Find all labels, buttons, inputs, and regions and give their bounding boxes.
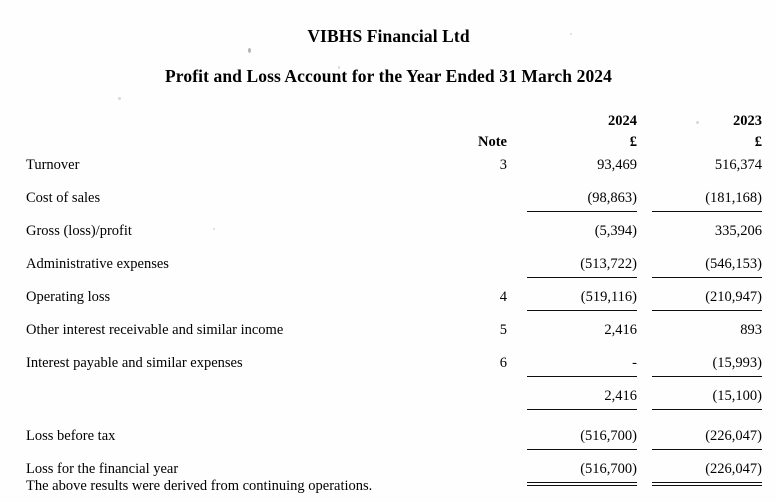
row-label: Operating loss	[26, 289, 111, 305]
scan-speck	[248, 48, 251, 53]
scan-speck	[570, 33, 572, 35]
row-value-prior-year: (15,993)	[712, 355, 762, 371]
profit-and-loss-table: Turnover 3 93,469 516,374 Cost of sales (98,8…	[0, 154, 777, 491]
row-note-reference: 4	[499, 289, 507, 305]
statement-title: Profit and Loss Account for the Year End…	[165, 66, 612, 86]
row-value-prior-year: 893	[740, 322, 762, 338]
row-value-prior-year: 516,374	[714, 157, 762, 173]
row-label: Loss before tax	[26, 428, 116, 444]
column-rule-prior-year	[652, 449, 762, 450]
column-rule-prior-year	[652, 211, 762, 212]
row-value-current-year: (519,116)	[580, 289, 637, 305]
scan-speck	[338, 66, 340, 69]
row-value-current-year: (516,700)	[580, 461, 637, 477]
scan-speck	[118, 97, 121, 100]
table-row: Administrative expenses (513,722) (546,153…	[0, 253, 777, 286]
row-value-current-year: (98,863)	[587, 190, 637, 206]
table-row: Other interest receivable and similar in…	[0, 319, 777, 352]
table-row: Operating loss 4 (519,116) (210,947)	[0, 286, 777, 319]
table-row: Cost of sales (98,863) (181,168)	[0, 187, 777, 220]
row-value-prior-year: (226,047)	[705, 461, 762, 477]
row-label: Interest payable and similar expenses	[26, 355, 243, 371]
row-value-prior-year: 335,206	[714, 223, 762, 239]
row-label: Cost of sales	[26, 190, 101, 206]
row-value-prior-year: (226,047)	[705, 428, 762, 444]
column-rule-prior-year	[652, 376, 762, 377]
scan-speck	[213, 228, 215, 230]
table-row: Interest payable and similar expenses 6 - (…	[0, 352, 777, 385]
column-rule-current-year	[527, 277, 637, 278]
row-value-current-year: (5,394)	[594, 223, 637, 239]
header-currency-current: £	[629, 134, 637, 150]
header-note: Note	[478, 134, 507, 150]
row-label: Turnover	[26, 157, 80, 173]
table-row: Loss before tax (516,700) (226,047)	[0, 425, 777, 458]
column-rule-prior-year	[652, 409, 762, 410]
row-value-prior-year: (15,100)	[712, 388, 762, 404]
column-rule-current-year	[527, 211, 637, 212]
row-label: Gross (loss)/profit	[26, 223, 132, 239]
column-rule-prior-year	[652, 310, 762, 311]
table-row: Loss for the financial year (516,700) (226…	[0, 458, 777, 491]
row-label: Loss for the financial year	[26, 461, 179, 477]
column-rule-current-year	[527, 310, 637, 311]
table-row: Gross (loss)/profit (5,394) 335,206	[0, 220, 777, 253]
column-rule-current-year	[527, 376, 637, 377]
column-rule-current-year	[527, 409, 637, 410]
column-rule-prior-year	[652, 277, 762, 278]
row-value-current-year: -	[632, 355, 637, 371]
column-rule-current-year	[527, 482, 637, 486]
row-value-current-year: 2,416	[604, 322, 637, 338]
header-currency-prior: £	[754, 134, 762, 150]
table-row: 2,416 (15,100)	[0, 385, 777, 425]
row-label: Administrative expenses	[26, 256, 169, 272]
header-year-prior: 2023	[733, 113, 762, 129]
column-rule-current-year	[527, 449, 637, 450]
row-value-current-year: 93,469	[597, 157, 637, 173]
row-value-current-year: 2,416	[604, 388, 637, 404]
row-note-reference: 6	[499, 355, 507, 371]
company-name: VIBHS Financial Ltd	[307, 26, 470, 46]
row-value-prior-year: (181,168)	[705, 190, 762, 206]
scan-speck	[696, 121, 699, 124]
row-value-current-year: (513,722)	[580, 256, 637, 272]
footer-note: The above results were derived from cont…	[26, 478, 373, 494]
header-year-current: 2024	[608, 113, 637, 129]
row-note-reference: 3	[499, 157, 507, 173]
row-note-reference: 5	[499, 322, 507, 338]
row-value-current-year: (516,700)	[580, 428, 637, 444]
column-headers: 2024 2023 Note £ £	[0, 112, 777, 154]
row-value-prior-year: (210,947)	[705, 289, 762, 305]
column-rule-prior-year	[652, 482, 762, 486]
row-label: Other interest receivable and similar in…	[26, 322, 284, 338]
table-row: Turnover 3 93,469 516,374	[0, 154, 777, 187]
row-value-prior-year: (546,153)	[705, 256, 762, 272]
